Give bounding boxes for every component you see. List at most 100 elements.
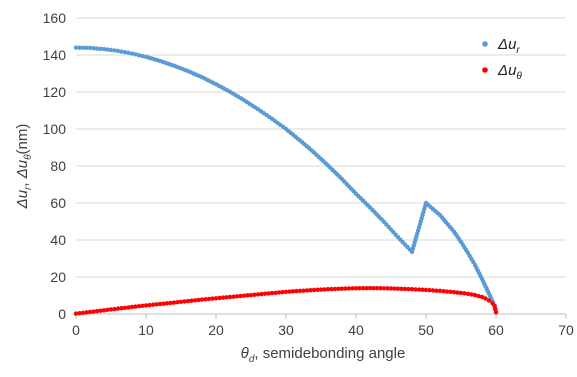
data-point xyxy=(199,297,205,302)
data-point xyxy=(147,302,152,308)
y-axis-title-b-sub: θ xyxy=(23,154,34,160)
data-point xyxy=(94,46,100,51)
data-point xyxy=(182,299,187,304)
data-point xyxy=(367,285,373,291)
data-point xyxy=(248,292,254,298)
data-point xyxy=(238,293,243,299)
data-point xyxy=(129,51,135,56)
data-point xyxy=(413,287,418,292)
data-point xyxy=(105,47,110,52)
data-point xyxy=(112,48,117,53)
data-point xyxy=(262,291,268,296)
data-point xyxy=(133,304,138,309)
data-point xyxy=(227,294,233,300)
data-point xyxy=(129,304,135,310)
data-point xyxy=(434,288,439,293)
data-point xyxy=(448,289,453,295)
data-point xyxy=(73,45,79,50)
legend-label-series-1-main: Δu xyxy=(497,36,517,53)
data-point xyxy=(273,290,278,295)
y-tick-label: 40 xyxy=(50,232,66,248)
data-point xyxy=(245,293,250,298)
x-axis-title-sub: d xyxy=(249,354,255,365)
x-tick-label: 40 xyxy=(348,322,364,338)
y-axis-title-c: (nm) xyxy=(14,124,31,155)
series-1 xyxy=(73,45,499,315)
data-point xyxy=(220,295,226,300)
data-point xyxy=(171,300,177,305)
data-point xyxy=(133,52,138,57)
data-point xyxy=(108,307,114,312)
data-point xyxy=(94,308,100,314)
data-point xyxy=(136,52,142,58)
data-point xyxy=(455,290,460,295)
data-point xyxy=(315,287,320,292)
data-point xyxy=(154,302,159,307)
data-point xyxy=(203,297,208,302)
series-2 xyxy=(73,285,499,316)
x-tick-label: 10 xyxy=(138,322,154,338)
data-point xyxy=(283,289,289,294)
data-point xyxy=(91,309,96,314)
data-point xyxy=(427,287,432,293)
data-point xyxy=(416,287,422,292)
data-point xyxy=(287,289,292,294)
data-point xyxy=(115,306,121,311)
data-point xyxy=(175,299,180,305)
data-point xyxy=(217,295,222,301)
data-point xyxy=(483,296,488,301)
y-axis-title-a-sub: r xyxy=(23,186,34,190)
legend-label-series-2-main: Δu xyxy=(497,62,517,79)
legend-label-series-2-sub: θ xyxy=(516,71,522,82)
data-point xyxy=(276,290,282,295)
data-point xyxy=(108,47,114,53)
data-point xyxy=(472,292,478,298)
axis-layer: 0 20 40 60 80 100 120 140 160 0 10 20 30 40 50 60 70 xyxy=(43,10,574,338)
data-point xyxy=(406,286,411,292)
data-point xyxy=(178,299,184,304)
data-point xyxy=(196,297,201,303)
data-point xyxy=(77,311,82,316)
legend-label-series-1: Δur xyxy=(497,36,520,56)
data-point xyxy=(371,285,376,291)
data-point xyxy=(241,293,247,298)
data-point xyxy=(402,286,408,292)
data-point xyxy=(493,309,499,315)
data-point xyxy=(80,45,86,50)
data-point xyxy=(150,302,156,307)
x-axis-title: θd, semidebonding angle xyxy=(241,345,406,365)
data-point xyxy=(325,287,331,292)
data-point xyxy=(476,293,481,299)
data-point xyxy=(255,292,261,297)
data-point xyxy=(77,45,82,50)
data-point xyxy=(437,288,443,294)
x-tick-label: 0 xyxy=(72,322,80,338)
data-point xyxy=(444,289,450,294)
data-point xyxy=(378,286,383,291)
data-point xyxy=(259,291,264,297)
data-point xyxy=(161,301,166,306)
data-point xyxy=(486,298,492,303)
data-point xyxy=(192,298,198,303)
data-point xyxy=(87,45,93,51)
data-point xyxy=(311,287,317,293)
data-point xyxy=(290,289,296,294)
x-axis-title-rest: , semidebonding angle xyxy=(254,345,405,362)
data-point xyxy=(185,298,191,304)
data-point xyxy=(73,311,79,316)
data-point xyxy=(322,287,327,292)
data-point xyxy=(80,310,86,315)
y-axis-title-a: Δu xyxy=(14,189,31,209)
data-point xyxy=(91,46,96,51)
data-point xyxy=(115,48,121,54)
y-tick-label: 80 xyxy=(50,158,66,174)
data-point xyxy=(105,307,110,313)
data-point xyxy=(140,53,145,59)
data-point xyxy=(87,309,93,315)
y-axis-title-b: Δu xyxy=(14,159,31,179)
data-point xyxy=(395,286,401,291)
series-layer xyxy=(73,45,499,316)
data-point xyxy=(462,291,467,296)
data-point xyxy=(360,285,366,291)
